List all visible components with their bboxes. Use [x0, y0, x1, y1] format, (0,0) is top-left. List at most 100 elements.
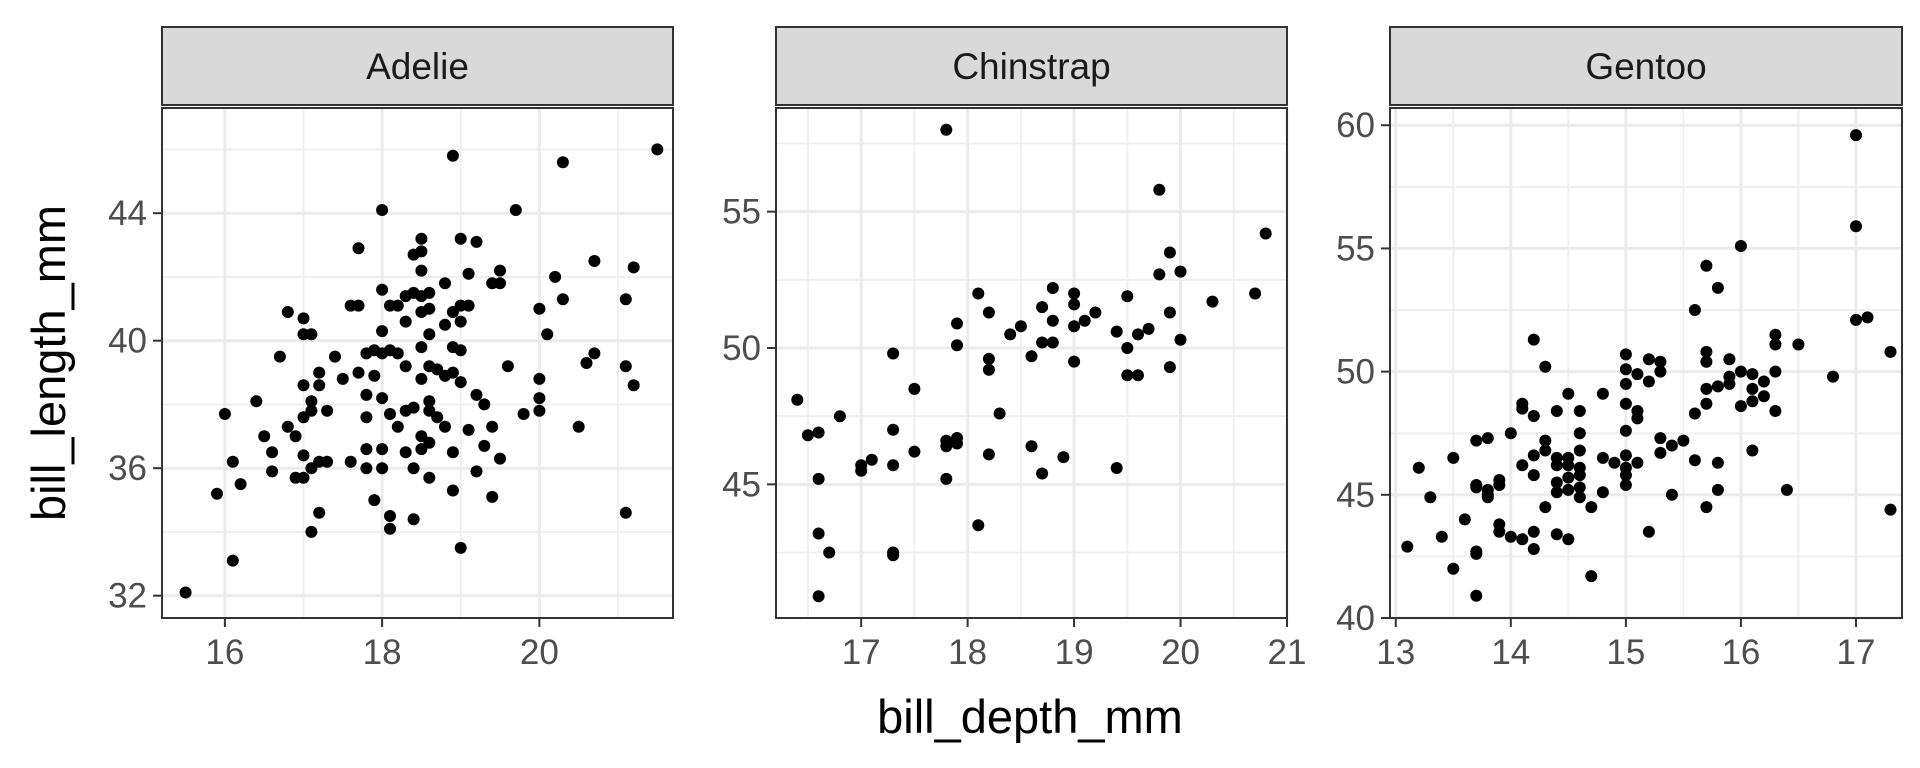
data-point [1780, 483, 1793, 496]
panel-background [162, 108, 673, 618]
data-point [855, 464, 868, 477]
data-point [407, 462, 420, 475]
data-point [1527, 543, 1540, 555]
data-point [1527, 449, 1540, 462]
data-point [1619, 469, 1632, 482]
data-point [1481, 491, 1494, 504]
data-point [352, 366, 365, 379]
data-point [887, 347, 900, 360]
x-tick-label: 15 [1606, 633, 1645, 672]
data-point [1516, 533, 1529, 546]
data-point [1539, 444, 1552, 457]
data-point [1424, 491, 1437, 504]
data-point [1700, 355, 1713, 368]
data-point [1163, 246, 1176, 259]
data-point [1504, 530, 1517, 543]
data-point [305, 404, 318, 417]
data-point [972, 287, 985, 300]
data-point [951, 339, 963, 352]
data-point [1850, 129, 1862, 142]
data-point [1711, 281, 1724, 294]
data-point [1769, 405, 1782, 417]
data-point [1884, 503, 1897, 516]
data-point [1470, 547, 1483, 560]
x-tick-label: 21 [1268, 633, 1307, 672]
data-point [1734, 400, 1747, 413]
y-tick-label: 55 [1336, 229, 1375, 268]
data-point [1163, 306, 1176, 319]
x-tick-label: 16 [1721, 633, 1760, 672]
data-point [619, 360, 632, 373]
data-point [1014, 320, 1027, 333]
data-point [211, 487, 223, 500]
data-point [1121, 342, 1134, 354]
data-point [218, 408, 231, 420]
data-point [533, 302, 546, 315]
data-point [982, 352, 995, 365]
data-point [376, 283, 389, 296]
data-point [454, 344, 467, 357]
data-point [1068, 287, 1081, 300]
data-point [1036, 336, 1049, 349]
data-point [462, 267, 475, 280]
data-point [1036, 301, 1049, 314]
data-point [982, 448, 995, 461]
data-point [533, 372, 546, 385]
data-point [454, 541, 467, 554]
data-point [376, 443, 389, 456]
data-point [791, 393, 804, 406]
data-point [533, 404, 546, 417]
data-point [478, 398, 491, 411]
data-point [360, 411, 373, 424]
data-point [940, 472, 953, 485]
data-point [1596, 387, 1609, 400]
data-point [1631, 412, 1644, 425]
y-tick-label: 40 [1336, 599, 1375, 638]
y-tick-label: 44 [108, 194, 147, 233]
data-point [478, 439, 491, 452]
data-point [1504, 427, 1517, 440]
data-point [1723, 353, 1736, 366]
data-point [1723, 377, 1736, 390]
data-point [1746, 368, 1759, 381]
data-point [1004, 328, 1017, 341]
data-point [940, 123, 953, 136]
data-point [415, 372, 428, 385]
data-point [1585, 570, 1598, 583]
data-point [1573, 427, 1586, 440]
data-point [289, 430, 302, 443]
data-point [887, 549, 900, 562]
data-point [1677, 434, 1690, 447]
data-point [1654, 432, 1667, 445]
panel-gentoo: Gentoo 13 14 15 16 17 40 45 50 55 60 [1336, 26, 1903, 672]
data-point [1746, 382, 1759, 395]
data-point [399, 446, 412, 459]
data-point [352, 299, 365, 312]
data-point [509, 204, 522, 216]
data-point [1153, 183, 1166, 196]
panel-background [776, 108, 1287, 618]
data-point [384, 408, 396, 420]
data-point [454, 232, 467, 245]
data-point [1746, 395, 1759, 408]
data-point [305, 328, 318, 341]
data-point [908, 445, 921, 458]
y-tick-label: 55 [722, 193, 761, 232]
facet-strip [775, 26, 1288, 106]
y-tick-label: 60 [1336, 106, 1375, 145]
data-point [1665, 488, 1678, 501]
data-point [273, 350, 286, 363]
data-point [1654, 365, 1667, 378]
data-point [1025, 350, 1038, 363]
data-point [1539, 434, 1552, 447]
data-point [486, 420, 499, 433]
data-point [423, 436, 436, 449]
data-point [454, 376, 467, 389]
data-point [226, 554, 239, 567]
data-point [1619, 424, 1632, 437]
data-point [823, 546, 836, 559]
data-point [1619, 449, 1632, 462]
data-point [1527, 333, 1540, 346]
data-point [1516, 402, 1529, 415]
